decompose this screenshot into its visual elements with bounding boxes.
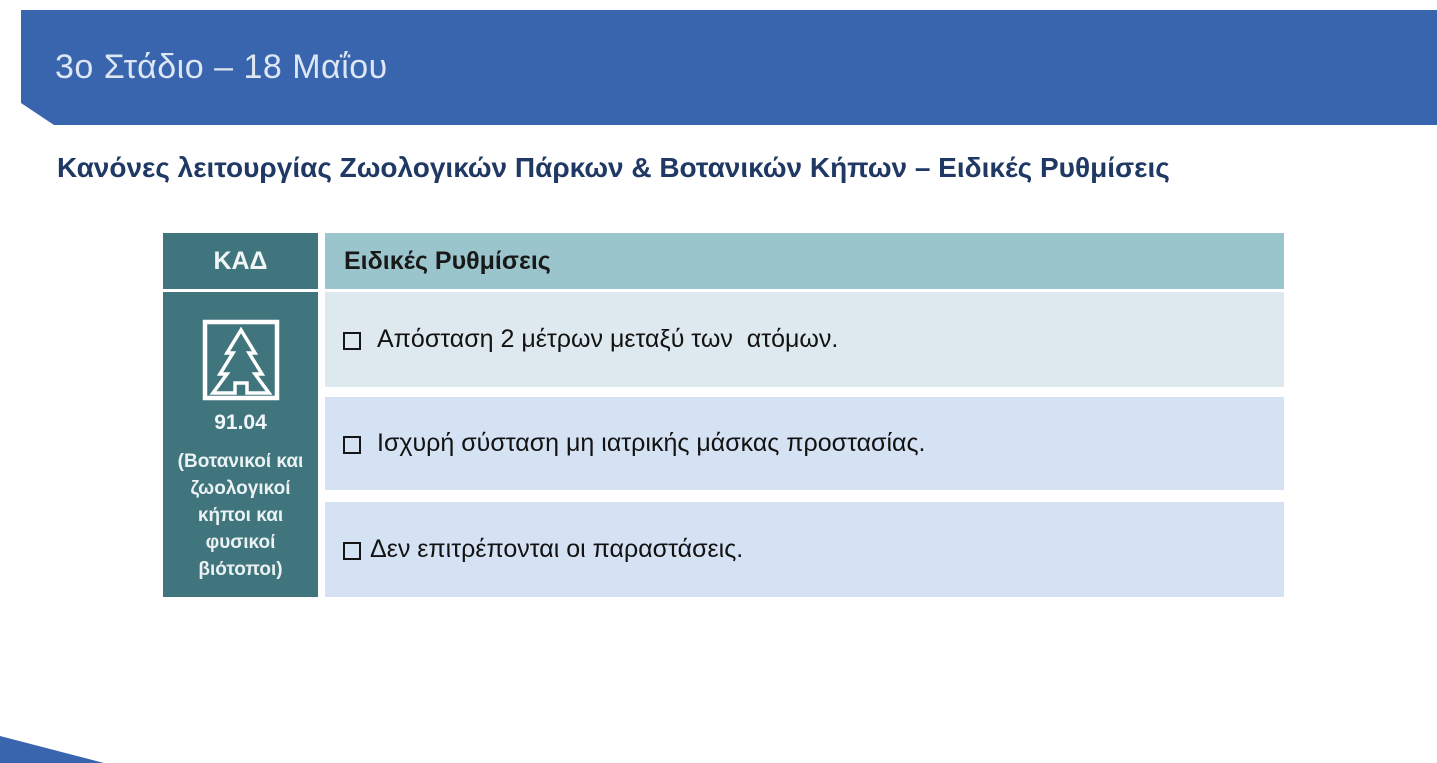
rule-text: Δεν επιτρέπονται οι παραστάσεις. (370, 535, 744, 563)
slide-subtitle: Κανόνες λειτουργίας Ζωολογικών Πάρκων & … (57, 152, 1170, 183)
rule-row: Ισχυρή σύσταση μη ιατρικής μάσκας προστα… (325, 397, 1284, 490)
category-code: 91.04 (214, 411, 267, 434)
hollow-square-bullet-icon (343, 435, 361, 454)
table-header-kad: ΚΑΔ (163, 233, 318, 289)
category-description: (Βοτανικοί και ζωολογικοί κήποι και φυσι… (177, 451, 304, 580)
category-cell: 91.04 (Βοτανικοί και ζωολογικοί κήποι κα… (163, 292, 318, 597)
rules-header-label: Ειδικές Ρυθμίσεις (344, 246, 551, 275)
hollow-square-bullet-icon (343, 541, 361, 560)
kad-header-label: ΚΑΔ (213, 246, 268, 275)
pine-tree-icon (163, 318, 318, 407)
corner-triangle-decoration (0, 736, 104, 763)
rule-text: Απόσταση 2 μέτρων μεταξύ των ατόμων. (377, 325, 839, 353)
slide-title: 3ο Στάδιο – 18 Μαΐου (55, 48, 388, 86)
rule-row: Δεν επιτρέπονται οι παραστάσεις. (325, 502, 1284, 597)
title-banner: 3ο Στάδιο – 18 Μαΐου (21, 10, 1437, 125)
rule-row: Απόσταση 2 μέτρων μεταξύ των ατόμων. (325, 292, 1284, 387)
table-header-rules: Ειδικές Ρυθμίσεις (325, 233, 1284, 289)
hollow-square-bullet-icon (343, 331, 361, 350)
rule-text: Ισχυρή σύσταση μη ιατρικής μάσκας προστα… (377, 429, 926, 457)
